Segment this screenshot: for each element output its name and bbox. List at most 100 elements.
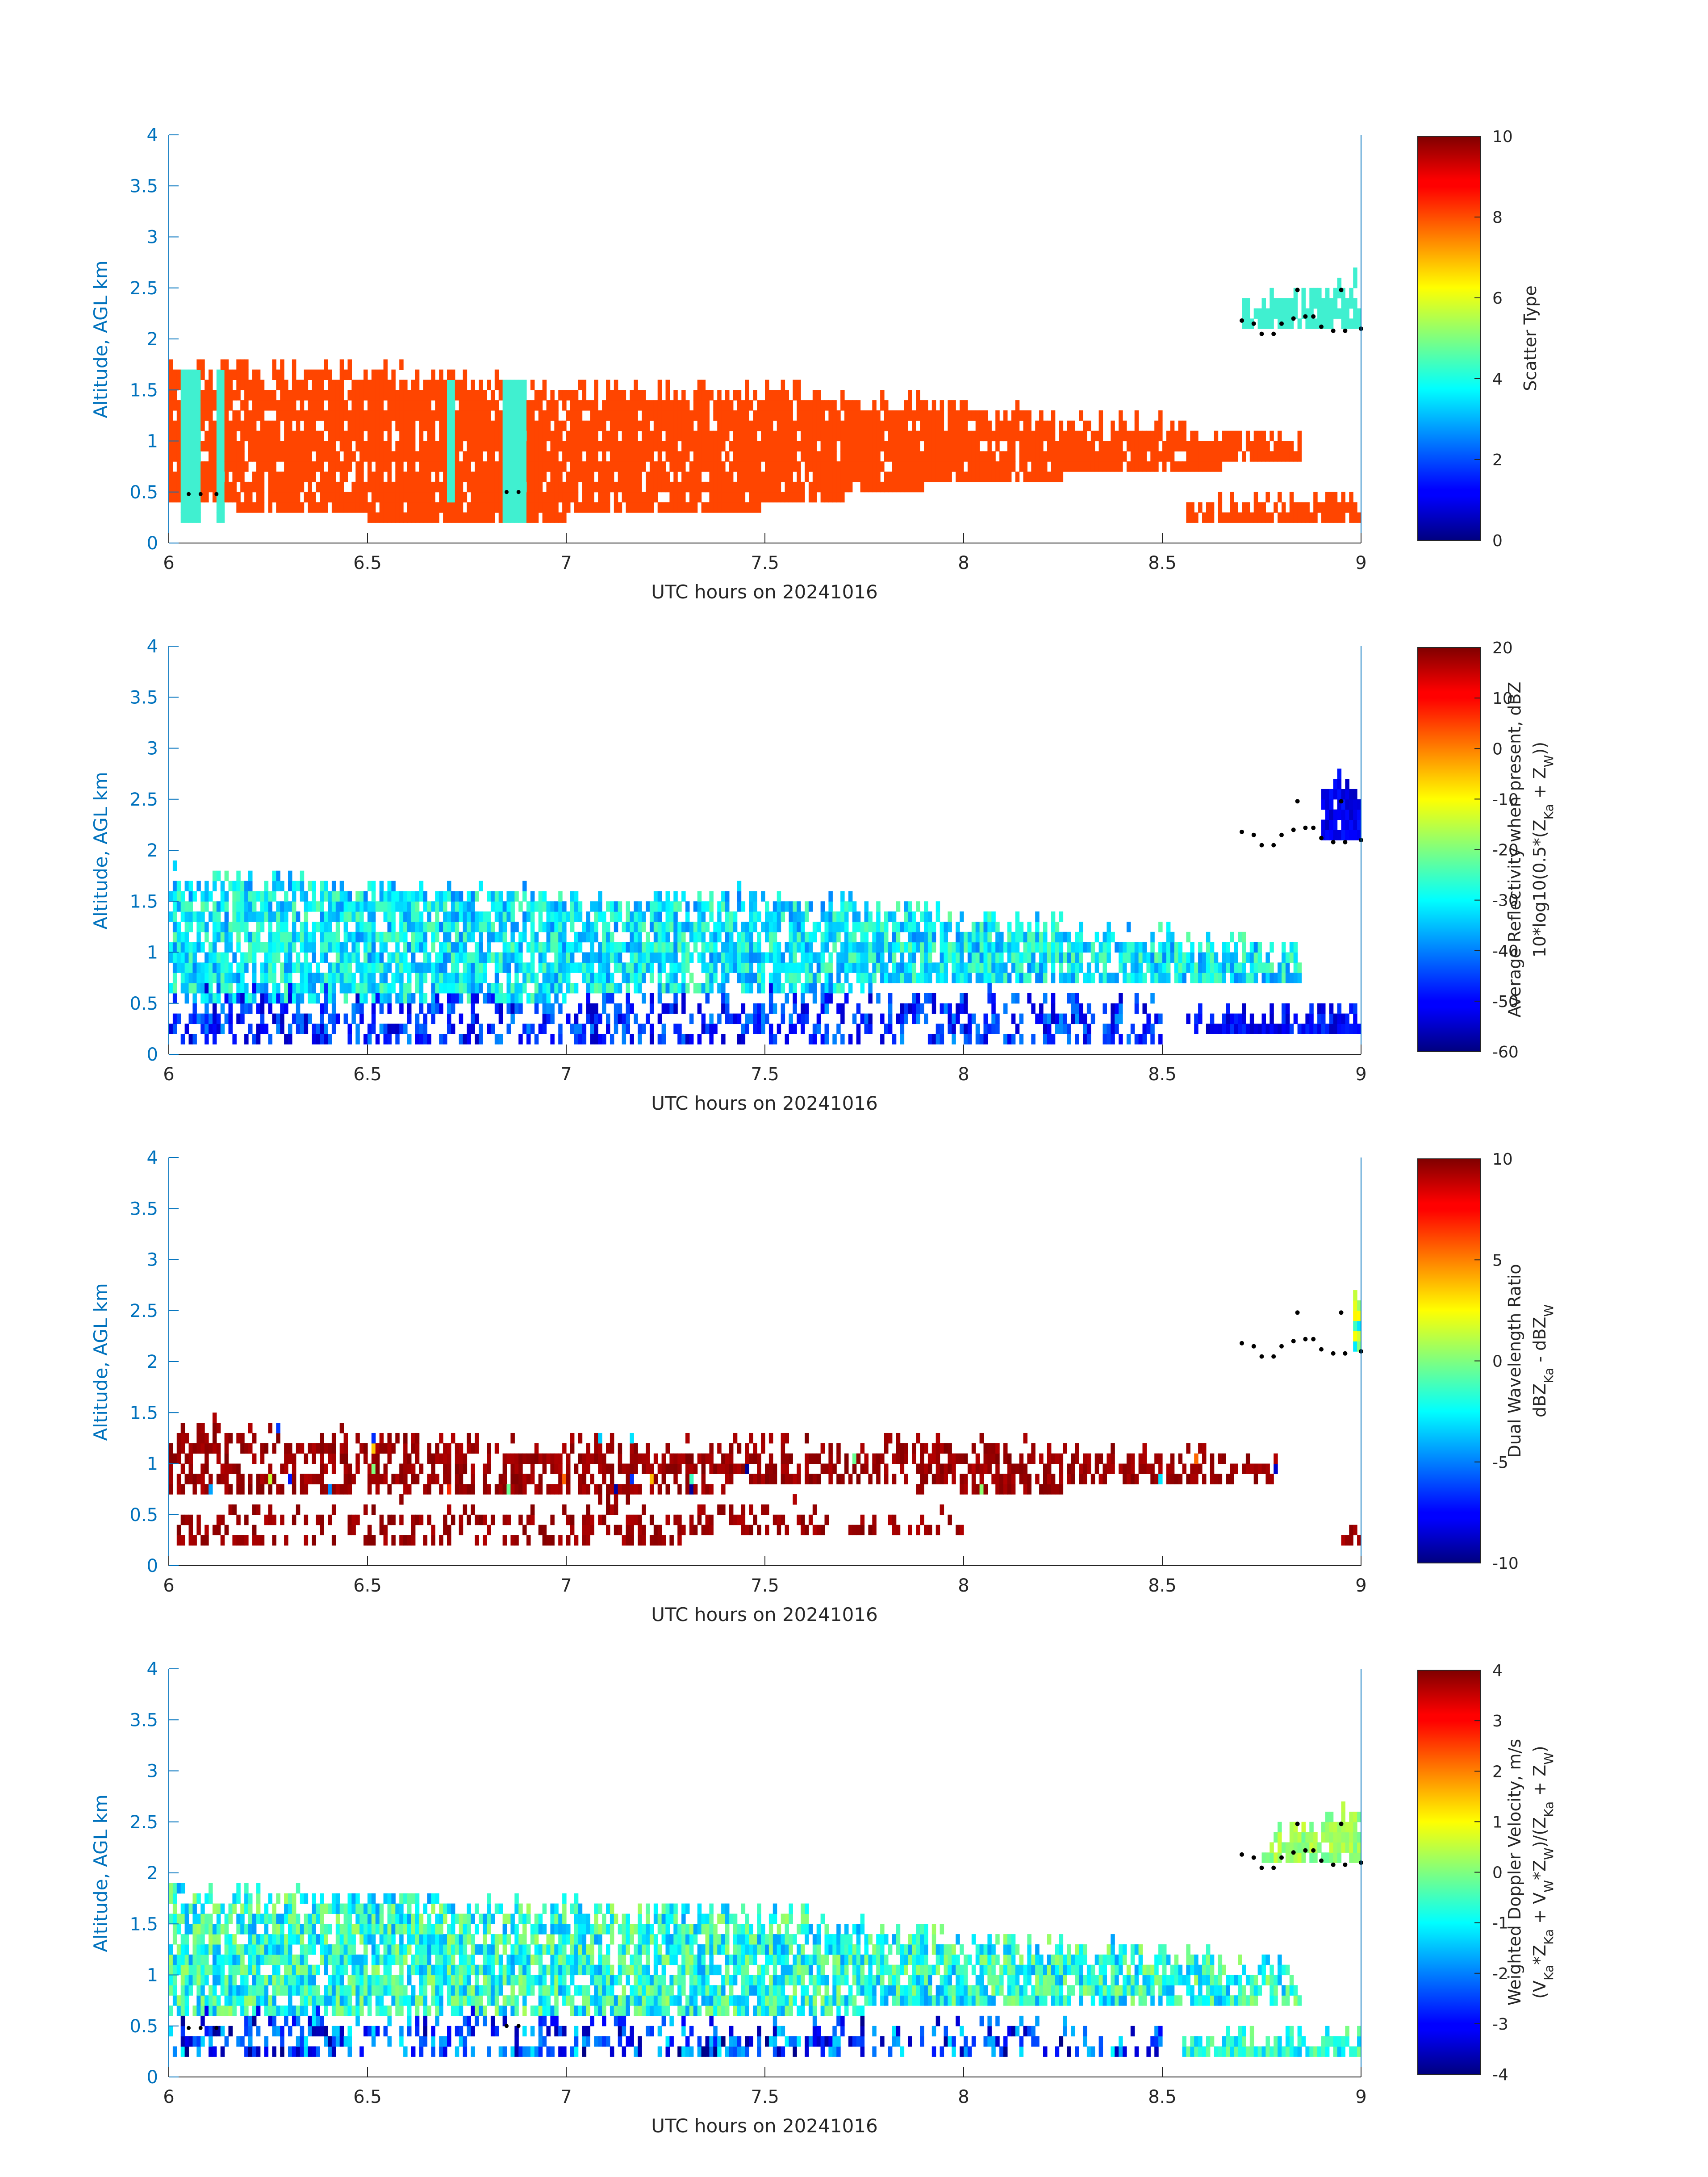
heat-cell — [236, 461, 241, 472]
heat-cell — [475, 911, 479, 922]
heat-cell — [184, 1024, 189, 1034]
heat-cell — [367, 1024, 372, 1034]
heat-cell — [1086, 461, 1091, 472]
heat-cell — [773, 461, 777, 472]
heat-cell — [598, 901, 602, 912]
heat-cell — [1051, 451, 1056, 462]
heat-cell — [419, 420, 424, 431]
heat-cell — [1158, 410, 1163, 421]
heat-cell — [693, 472, 698, 482]
heat-cell — [172, 952, 177, 963]
heat-cell — [224, 400, 229, 411]
heat-cell — [371, 1003, 376, 1014]
heat-cell — [467, 461, 471, 472]
heat-cell — [192, 983, 197, 994]
heat-cell — [367, 461, 372, 472]
heat-cell — [745, 962, 749, 973]
heat-cell — [391, 891, 396, 902]
heat-cell — [793, 430, 797, 442]
heat-cell — [304, 420, 309, 431]
heat-cell — [415, 901, 420, 912]
heat-cell — [805, 400, 809, 411]
heat-cell — [324, 481, 328, 493]
heat-cell — [518, 441, 523, 451]
heat-cell — [749, 891, 753, 902]
heat-cell — [1293, 308, 1298, 319]
heat-cell — [1245, 502, 1250, 513]
heat-cell — [220, 962, 225, 973]
heat-cell — [808, 451, 813, 462]
heat-cell — [701, 481, 706, 493]
heat-cell — [320, 942, 324, 953]
heat-cell — [216, 472, 221, 482]
heat-cell — [681, 451, 686, 462]
heat-cell — [566, 952, 571, 963]
heat-cell — [550, 911, 555, 922]
heat-cell — [280, 502, 284, 513]
heat-cell — [256, 1034, 261, 1045]
heat-cell — [371, 390, 376, 401]
heat-cell — [272, 952, 276, 963]
heat-cell — [371, 1013, 376, 1024]
heat-cell — [888, 472, 893, 482]
heat-cell — [172, 380, 177, 390]
heat-cell — [808, 901, 813, 912]
heat-cell — [256, 983, 261, 994]
heat-cell — [530, 942, 535, 953]
heat-cell — [558, 481, 563, 493]
heat-cell — [196, 983, 201, 994]
heat-cell — [192, 952, 197, 963]
heat-cell — [228, 492, 233, 503]
heat-cell — [216, 962, 221, 973]
heat-cell — [793, 451, 797, 462]
heat-cell — [339, 420, 344, 431]
heat-cell — [343, 430, 348, 442]
heat-cell — [578, 461, 583, 472]
heat-cell — [427, 512, 431, 523]
heat-cell — [1325, 318, 1330, 329]
heat-cell — [622, 441, 626, 451]
heat-cell — [487, 430, 491, 442]
heat-cell — [205, 410, 209, 421]
heat-cell — [1051, 410, 1056, 421]
heat-cell — [642, 911, 646, 922]
heat-cell — [320, 932, 324, 943]
heat-cell — [169, 430, 173, 442]
heat-cell — [212, 870, 217, 882]
heat-cell — [1253, 942, 1258, 953]
heat-cell — [498, 932, 503, 943]
heat-cell — [566, 472, 571, 482]
heat-cell — [725, 973, 730, 983]
heat-cell — [419, 1003, 424, 1014]
heat-cell — [284, 921, 288, 932]
heat-cell — [1297, 318, 1302, 329]
heat-cell — [487, 472, 491, 482]
heat-cell — [920, 932, 924, 943]
heat-cell — [904, 410, 908, 421]
heat-cell — [777, 441, 781, 451]
heat-cell — [657, 430, 662, 442]
heat-cell — [510, 410, 515, 421]
heat-cell — [737, 901, 742, 912]
heat-cell — [848, 942, 853, 953]
heat-cell — [431, 993, 435, 1004]
heat-cell — [964, 472, 968, 482]
heat-cell — [590, 1013, 594, 1024]
heat-cell — [1083, 973, 1087, 983]
heat-cell — [471, 891, 475, 902]
heat-cell — [220, 921, 225, 932]
heat-cell — [455, 461, 459, 472]
heat-cell — [737, 481, 742, 493]
heat-cell — [586, 481, 590, 493]
heat-cell — [331, 1013, 336, 1024]
heat-cell — [411, 932, 416, 943]
heat-cell — [399, 451, 404, 462]
heat-cell — [1142, 441, 1147, 451]
heat-cell — [737, 881, 742, 891]
heat-cell — [570, 492, 575, 503]
heat-cell — [188, 380, 193, 390]
heat-cell — [1138, 952, 1143, 963]
heat-cell — [765, 901, 769, 912]
heat-cell — [757, 451, 761, 462]
heat-cell — [502, 901, 507, 912]
